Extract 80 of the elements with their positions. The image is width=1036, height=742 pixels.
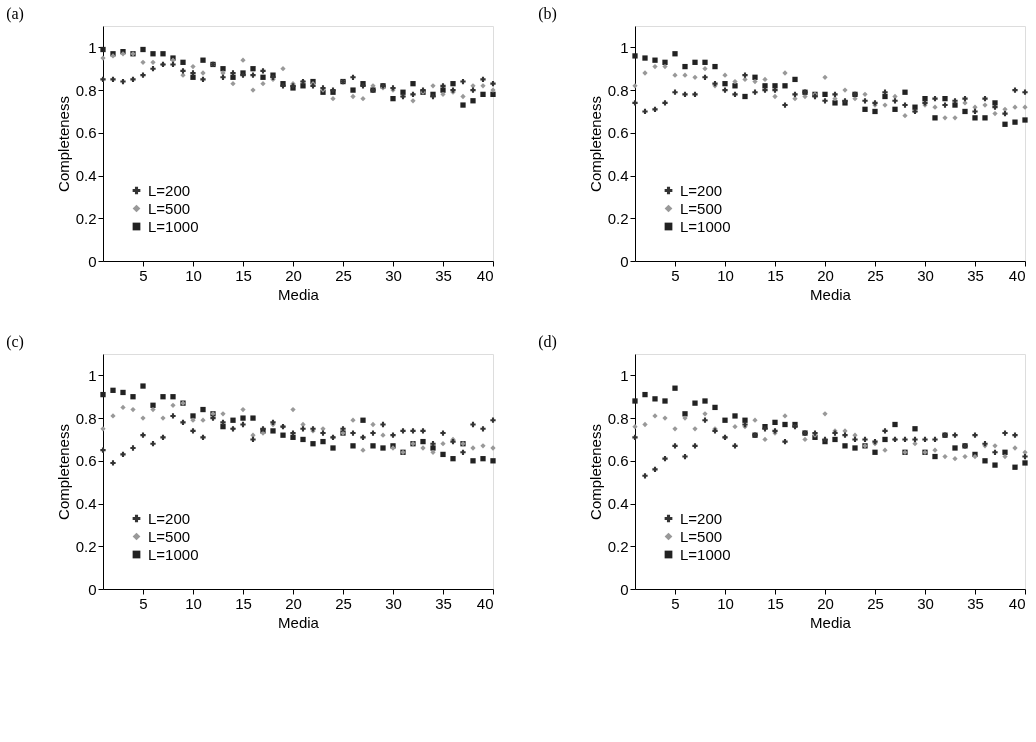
legend-label: L=500 bbox=[148, 199, 191, 217]
x-tick-label: 40 bbox=[1008, 266, 1026, 284]
y-tick-label: 0.2 bbox=[75, 537, 97, 555]
y-tick-label: 0.8 bbox=[75, 409, 97, 427]
y-tick-label: 0.4 bbox=[607, 167, 629, 185]
x-tick-label: 5 bbox=[139, 266, 148, 284]
y-tick-label: 0 bbox=[620, 580, 629, 598]
x-axis-title: Media bbox=[810, 285, 852, 303]
legend-label: L=200 bbox=[680, 181, 723, 199]
y-tick-label: 0.2 bbox=[607, 209, 629, 227]
x-tick-label: 10 bbox=[185, 266, 202, 284]
x-tick-label: 40 bbox=[476, 594, 494, 612]
y-tick-label: 0.4 bbox=[75, 167, 97, 185]
y-axis-title: Completeness bbox=[54, 424, 72, 520]
x-tick-label: 40 bbox=[1008, 594, 1026, 612]
legend-label: L=500 bbox=[680, 199, 723, 217]
y-tick-label: 0.4 bbox=[607, 495, 629, 513]
x-tick-label: 25 bbox=[867, 594, 884, 612]
x-tick-label: 15 bbox=[235, 266, 252, 284]
y-tick-label: 0.6 bbox=[607, 124, 629, 142]
y-tick-label: 0.2 bbox=[607, 537, 629, 555]
x-tick-label: 15 bbox=[767, 594, 784, 612]
y-tick-label: 0 bbox=[88, 252, 97, 270]
x-tick-label: 25 bbox=[335, 266, 352, 284]
x-tick-label: 20 bbox=[817, 594, 834, 612]
legend-label: L=200 bbox=[680, 509, 723, 527]
y-tick-label: 0.2 bbox=[75, 209, 97, 227]
legend-label: L=1000 bbox=[680, 217, 731, 235]
x-tick-label: 35 bbox=[435, 266, 452, 284]
y-tick-label: 0 bbox=[620, 252, 629, 270]
x-tick-label: 5 bbox=[139, 594, 148, 612]
x-tick-label: 20 bbox=[285, 594, 302, 612]
y-tick-label: 0.6 bbox=[607, 452, 629, 470]
x-tick-label: 10 bbox=[717, 594, 734, 612]
x-tick-label: 10 bbox=[717, 266, 734, 284]
y-tick-label: 0.8 bbox=[607, 409, 629, 427]
y-tick-label: 0 bbox=[88, 580, 97, 598]
x-tick-label: 30 bbox=[385, 594, 402, 612]
chart-title: (c) bbox=[6, 333, 24, 351]
x-tick-label: 25 bbox=[335, 594, 352, 612]
x-tick-label: 5 bbox=[671, 266, 680, 284]
y-tick-label: 1 bbox=[88, 366, 97, 384]
legend-label: L=1000 bbox=[148, 217, 199, 235]
legend-label: L=1000 bbox=[680, 545, 731, 563]
y-tick-label: 0.6 bbox=[75, 124, 97, 142]
x-tick-label: 30 bbox=[385, 266, 402, 284]
legend-label: L=1000 bbox=[148, 545, 199, 563]
x-tick-label: 30 bbox=[917, 266, 934, 284]
x-tick-label: 15 bbox=[235, 594, 252, 612]
y-tick-label: 1 bbox=[88, 38, 97, 56]
y-tick-label: 0.8 bbox=[607, 81, 629, 99]
y-axis-title: Completeness bbox=[586, 424, 604, 520]
x-tick-label: 40 bbox=[476, 266, 494, 284]
x-tick-label: 20 bbox=[285, 266, 302, 284]
x-tick-label: 35 bbox=[967, 594, 984, 612]
legend-label: L=500 bbox=[148, 527, 191, 545]
y-axis-title: Completeness bbox=[586, 96, 604, 192]
y-tick-label: 0.4 bbox=[75, 495, 97, 513]
x-tick-label: 25 bbox=[867, 266, 884, 284]
x-axis-title: Media bbox=[810, 613, 852, 631]
y-tick-label: 1 bbox=[620, 366, 629, 384]
x-tick-label: 15 bbox=[767, 266, 784, 284]
chart-title: (d) bbox=[538, 333, 557, 351]
chart-title: (a) bbox=[6, 5, 24, 23]
x-tick-label: 10 bbox=[185, 594, 202, 612]
x-tick-label: 30 bbox=[917, 594, 934, 612]
y-axis-title: Completeness bbox=[54, 96, 72, 192]
x-tick-label: 35 bbox=[435, 594, 452, 612]
legend-label: L=200 bbox=[148, 509, 191, 527]
y-tick-label: 0.8 bbox=[75, 81, 97, 99]
chart-title: (b) bbox=[538, 5, 557, 23]
x-axis-title: Media bbox=[278, 613, 320, 631]
x-axis-title: Media bbox=[278, 285, 320, 303]
legend-label: L=500 bbox=[680, 527, 723, 545]
x-tick-label: 5 bbox=[671, 594, 680, 612]
y-tick-label: 1 bbox=[620, 38, 629, 56]
x-tick-label: 20 bbox=[817, 266, 834, 284]
x-tick-label: 35 bbox=[967, 266, 984, 284]
y-tick-label: 0.6 bbox=[75, 452, 97, 470]
legend-label: L=200 bbox=[148, 181, 191, 199]
